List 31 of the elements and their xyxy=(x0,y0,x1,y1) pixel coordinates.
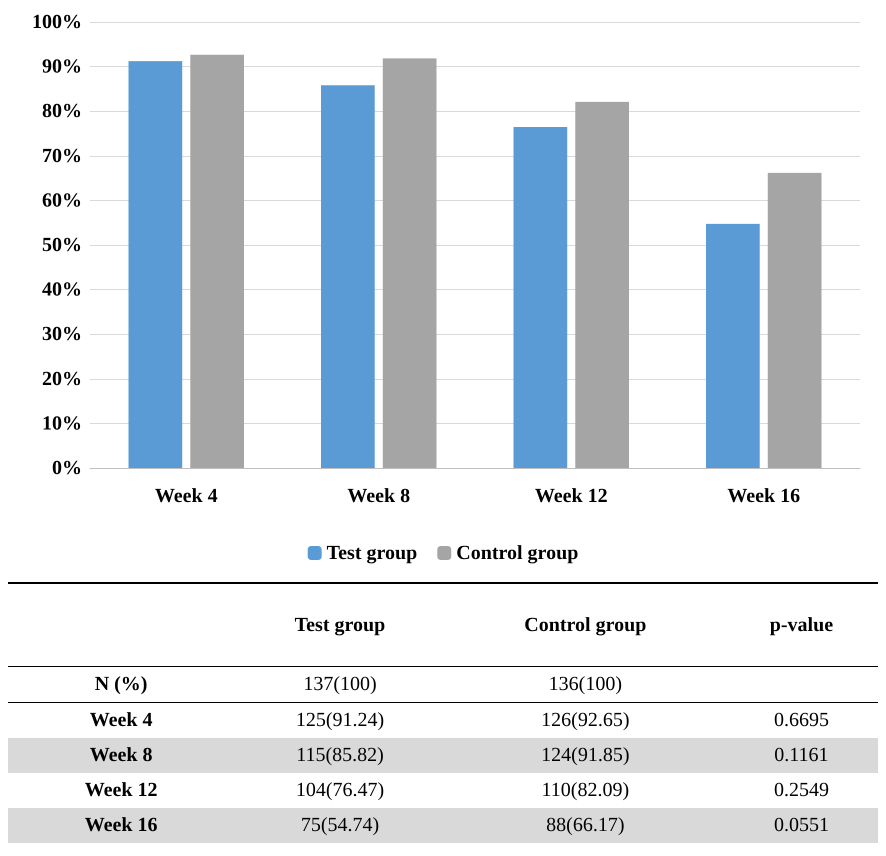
text: 125(91.24) xyxy=(294,708,386,733)
x-tick-label: Week 4 xyxy=(154,485,218,507)
y-tick-label: 100% xyxy=(32,11,82,33)
y-tick-label: 60% xyxy=(42,189,82,212)
text: Control group xyxy=(524,614,646,636)
y-tick-label: 0% xyxy=(52,457,82,479)
x-tick-label: Week 12 xyxy=(534,485,608,507)
text: 104(76.47) xyxy=(294,778,386,803)
y-tick-label: 10% xyxy=(42,412,82,434)
legend-label: Control group xyxy=(456,542,578,564)
y-tick-label: 30% xyxy=(42,323,82,346)
y-tick-label: 90% xyxy=(42,56,82,78)
category-label: Week 12 xyxy=(84,779,158,801)
text: 136(100) xyxy=(548,672,623,697)
text: 137(100) xyxy=(302,672,378,697)
text: 126(92.65) xyxy=(540,708,630,733)
legend-label: Test group xyxy=(326,542,418,564)
y-tick-label: 50% xyxy=(42,234,82,256)
category-label: Week 4 xyxy=(90,709,152,731)
y-tick-label: 40% xyxy=(42,278,82,301)
x-tick-label: Week 8 xyxy=(347,485,410,507)
text: N (%) xyxy=(94,672,148,697)
y-tick-label: 70% xyxy=(42,144,82,167)
text: 0.2549 xyxy=(772,778,830,803)
text: p-value xyxy=(768,612,834,638)
x-tick-label: Week 16 xyxy=(727,485,800,507)
text: 0.6695 xyxy=(772,708,830,733)
text: Test group xyxy=(294,614,386,636)
y-tick-label: 20% xyxy=(42,368,82,390)
text: 110(82.09) xyxy=(540,778,630,803)
y-tick-label: 80% xyxy=(42,100,82,122)
